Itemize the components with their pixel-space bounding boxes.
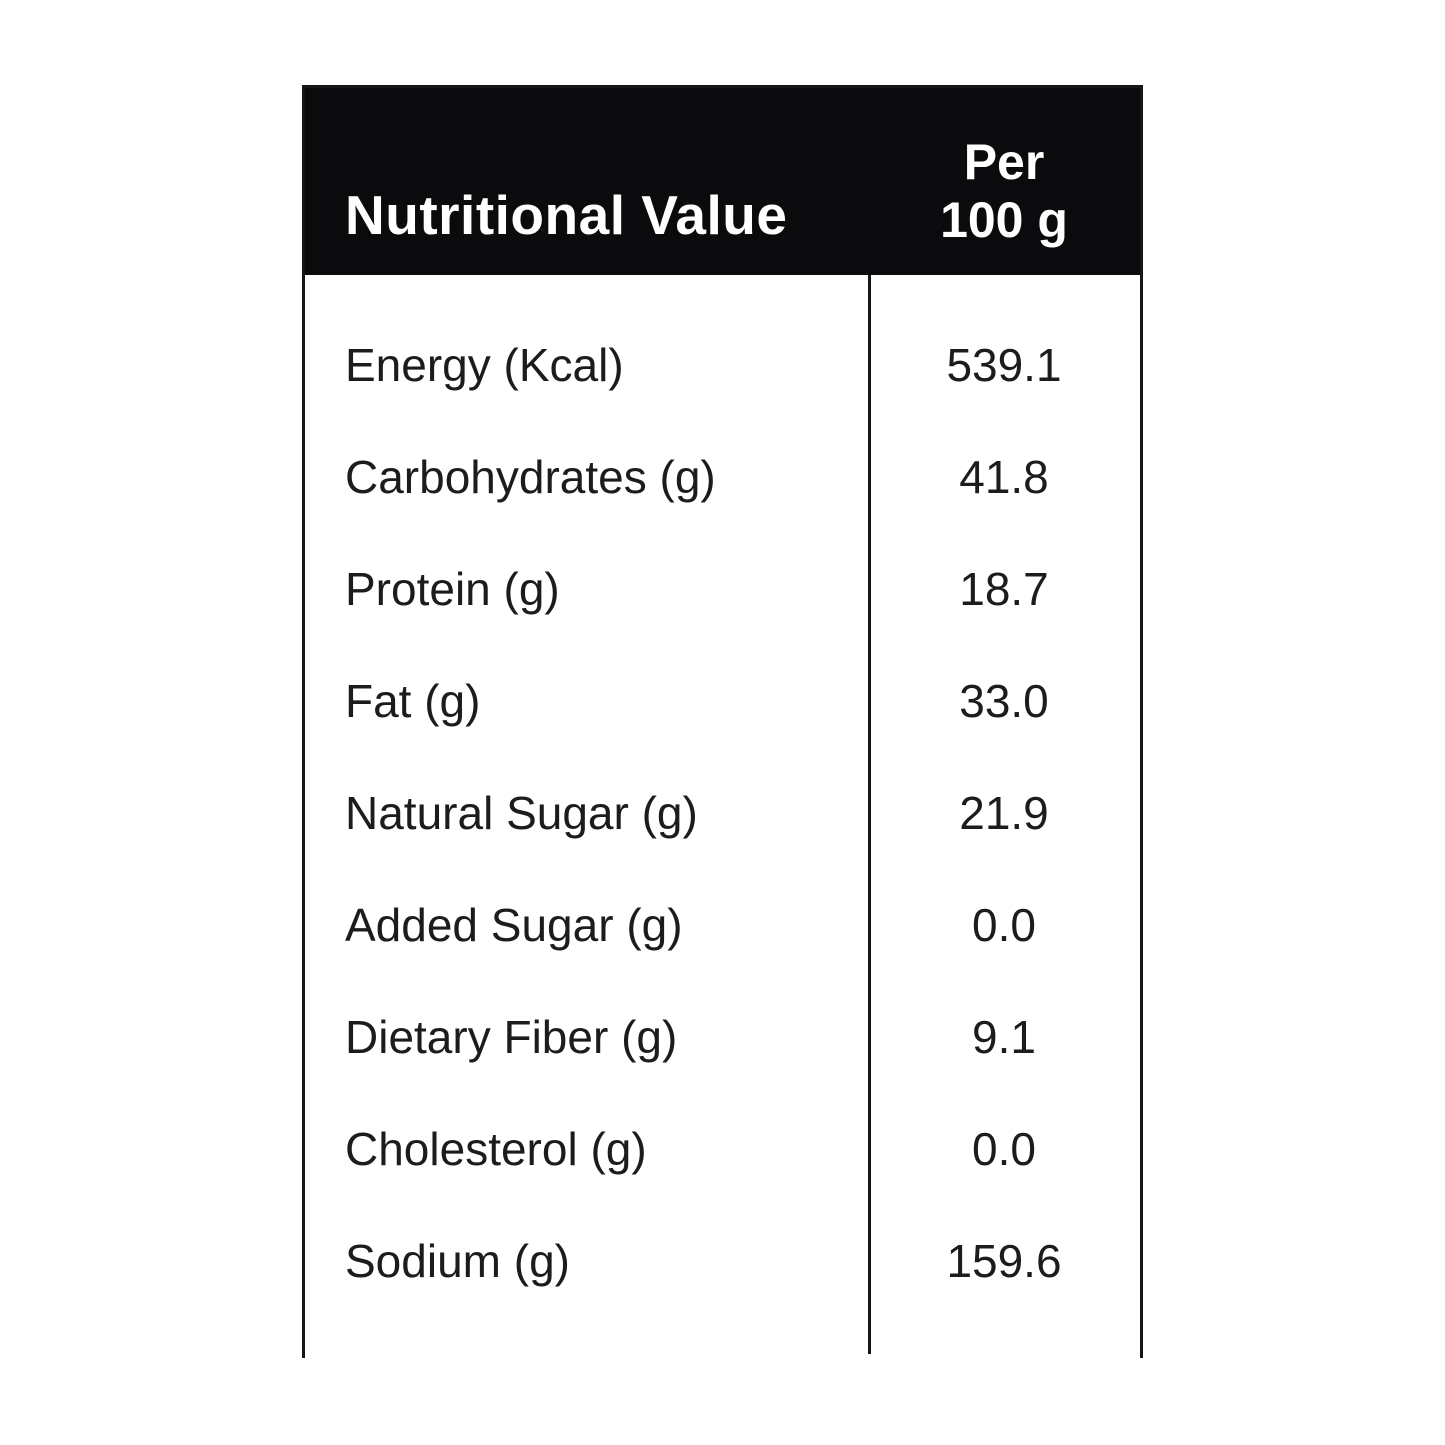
table-header-unit-line2: 100 g [940, 191, 1068, 248]
row-value: 539.1 [946, 339, 1062, 391]
row-label: Added Sugar (g) [345, 899, 683, 951]
row-value: 9.1 [972, 1011, 1036, 1063]
table-header-unit-line1: Per [963, 134, 1045, 190]
row-label: Natural Sugar (g) [345, 787, 698, 839]
row-label: Protein (g) [345, 563, 560, 615]
nutrition-facts-table: Nutritional Value Per 100 g Energy (Kcal… [302, 85, 1143, 1358]
table-row-fat: Fat (g) 33.0 [305, 645, 1140, 757]
row-value: 33.0 [959, 675, 1049, 727]
row-label: Carbohydrates (g) [345, 451, 716, 503]
row-label: Cholesterol (g) [345, 1123, 647, 1175]
table-body: Energy (Kcal) 539.1 Carbohydrates (g) 41… [305, 275, 1140, 1358]
table-row-protein: Protein (g) 18.7 [305, 533, 1140, 645]
table-row-dietary-fiber: Dietary Fiber (g) 9.1 [305, 981, 1140, 1093]
row-label: Fat (g) [345, 675, 481, 727]
table-row-natural-sugar: Natural Sugar (g) 21.9 [305, 757, 1140, 869]
table-row-energy: Energy (Kcal) 539.1 [305, 309, 1140, 421]
table-row-added-sugar: Added Sugar (g) 0.0 [305, 869, 1140, 981]
row-label: Energy (Kcal) [345, 339, 624, 391]
row-value: 0.0 [972, 899, 1036, 951]
table-row-carbohydrates: Carbohydrates (g) 41.8 [305, 421, 1140, 533]
table-header-title: Nutritional Value [345, 184, 788, 246]
column-divider [868, 275, 871, 1354]
table-header-unit: Per 100 g [868, 88, 1140, 275]
row-value: 0.0 [972, 1123, 1036, 1175]
row-label: Sodium (g) [345, 1235, 570, 1287]
table-row-cholesterol: Cholesterol (g) 0.0 [305, 1093, 1140, 1205]
table-header-row: Nutritional Value Per 100 g [305, 88, 1140, 275]
row-value: 21.9 [959, 787, 1049, 839]
row-value: 41.8 [959, 451, 1049, 503]
row-label: Dietary Fiber (g) [345, 1011, 678, 1063]
table-row-sodium: Sodium (g) 159.6 [305, 1205, 1140, 1317]
row-value: 159.6 [946, 1235, 1062, 1287]
row-value: 18.7 [959, 563, 1049, 615]
